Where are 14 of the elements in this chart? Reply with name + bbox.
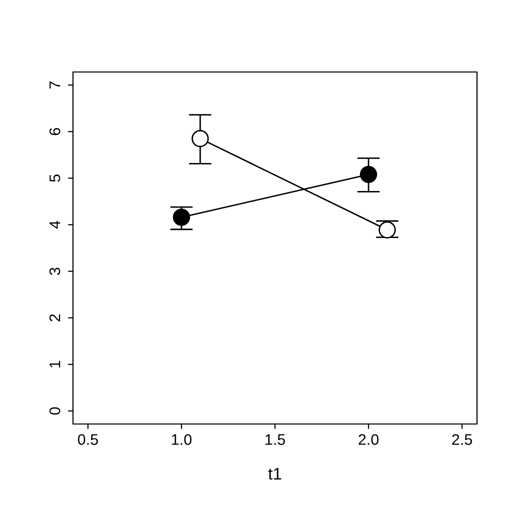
- y-tick-label: 0: [49, 407, 60, 415]
- x-tick-label: 2.5: [452, 434, 472, 445]
- x-axis-title: t1: [268, 468, 282, 480]
- y-tick-label: 4: [50, 220, 60, 229]
- y-tick-label: 2: [49, 314, 60, 322]
- y-tick-label: 3: [49, 268, 60, 275]
- x-tick-label: 1.5: [266, 434, 285, 445]
- y-tick-label: 1: [50, 360, 60, 368]
- y-tick-label: 5: [50, 174, 60, 182]
- x-tick-label: 1.0: [172, 434, 192, 445]
- x-tick-label: 2.0: [358, 434, 379, 445]
- y-tick-label: 7: [50, 82, 60, 88]
- y-tick-label: 6: [49, 128, 60, 136]
- x-tick-label: 0.5: [78, 434, 98, 445]
